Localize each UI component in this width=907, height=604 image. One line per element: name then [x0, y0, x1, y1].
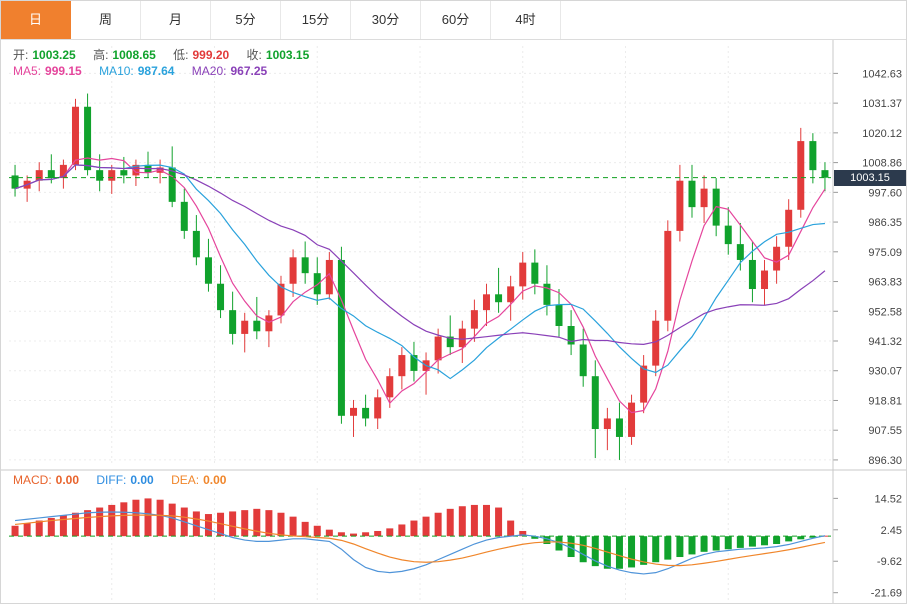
svg-text:952.58: 952.58 — [868, 306, 902, 318]
chart-area: 1042.63 1031.37 1020.12 1008.86 997.60 986.35… — [1, 40, 907, 604]
macd-value: 0.00 — [55, 473, 80, 487]
tab-30min[interactable]: 30分 — [351, 1, 421, 39]
close-label: 收: — [246, 48, 262, 62]
current-price-tag: 1003.15 — [834, 169, 906, 186]
tab-week[interactable]: 周 — [71, 1, 141, 39]
svg-text:930.07: 930.07 — [868, 366, 902, 378]
tab-60min[interactable]: 60分 — [421, 1, 491, 39]
svg-text:963.83: 963.83 — [868, 277, 902, 289]
ma5-readout: MA5: 999.15 — [13, 64, 82, 78]
svg-text:1042.63: 1042.63 — [862, 68, 902, 80]
svg-text:1020.12: 1020.12 — [862, 128, 902, 140]
svg-text:1008.86: 1008.86 — [862, 158, 902, 170]
ma20-value: 967.25 — [230, 64, 268, 78]
ohlc-readout: 开: 1003.25 高: 1008.65 低: 999.20 收: 1003.15 — [13, 46, 323, 63]
candlestick-macd-chart[interactable]: 1042.63 1031.37 1020.12 1008.86 997.60 986.35… — [1, 40, 907, 604]
svg-text:918.81: 918.81 — [868, 395, 902, 407]
diff-readout: DIFF: 0.00 — [96, 473, 153, 487]
ma10-value: 987.64 — [137, 64, 175, 78]
ohlc-low: 低: 999.20 — [173, 48, 229, 62]
diff-value: 0.00 — [130, 473, 154, 487]
ohlc-close: 收: 1003.15 — [247, 48, 310, 62]
macd-readout: MACD: 0.00 DIFF: 0.00 DEA: 0.00 — [13, 473, 240, 487]
tab-5min[interactable]: 5分 — [211, 1, 281, 39]
tab-4hour[interactable]: 4时 — [491, 1, 561, 39]
svg-text:1031.37: 1031.37 — [862, 98, 902, 110]
svg-text:907.55: 907.55 — [868, 425, 902, 437]
ma10-readout: MA10: 987.64 — [99, 64, 174, 78]
tabbar-spacer — [561, 1, 906, 39]
tab-month[interactable]: 月 — [141, 1, 211, 39]
dea-value: 0.00 — [203, 473, 227, 487]
svg-text:-9.62: -9.62 — [877, 556, 902, 568]
macd-label: MACD: — [13, 473, 52, 487]
ma5-value: 999.15 — [45, 64, 82, 78]
tab-15min[interactable]: 15分 — [281, 1, 351, 39]
open-label: 开: — [13, 48, 29, 62]
low-label: 低: — [173, 48, 189, 62]
dea-label: DEA: — [171, 473, 200, 487]
svg-text:975.09: 975.09 — [868, 247, 902, 259]
diff-label: DIFF: — [96, 473, 127, 487]
svg-text:-21.69: -21.69 — [871, 588, 902, 600]
ohlc-high: 高: 1008.65 — [93, 48, 156, 62]
svg-text:896.30: 896.30 — [868, 455, 902, 467]
macd-value-readout: MACD: 0.00 — [13, 473, 79, 487]
open-value: 1003.25 — [32, 48, 76, 62]
timeframe-tabbar: 日 周 月 5分 15分 30分 60分 4时 — [1, 1, 906, 40]
ma5-label: MA5: — [13, 64, 42, 78]
ma20-label: MA20: — [191, 64, 227, 78]
close-value: 1003.15 — [265, 48, 310, 62]
svg-text:2.45: 2.45 — [881, 525, 902, 537]
svg-text:941.32: 941.32 — [868, 336, 902, 348]
ma-readout: MA5: 999.15 MA10: 987.64 MA20: 967.25 — [13, 64, 281, 78]
dea-readout: DEA: 0.00 — [171, 473, 226, 487]
tab-day[interactable]: 日 — [1, 1, 71, 39]
svg-text:986.35: 986.35 — [868, 217, 902, 229]
low-value: 999.20 — [192, 48, 230, 62]
ma10-label: MA10: — [99, 64, 134, 78]
svg-text:997.60: 997.60 — [868, 187, 902, 199]
svg-text:14.52: 14.52 — [874, 493, 902, 505]
ma20-readout: MA20: 967.25 — [192, 64, 267, 78]
high-value: 1008.65 — [112, 48, 156, 62]
high-label: 高: — [93, 48, 109, 62]
ohlc-open: 开: 1003.25 — [13, 48, 76, 62]
